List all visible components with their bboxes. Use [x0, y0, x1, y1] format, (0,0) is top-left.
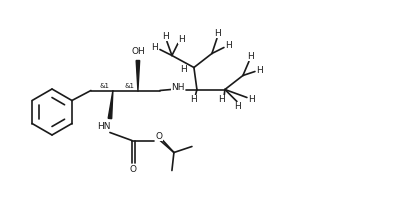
Text: O: O [155, 132, 162, 141]
Text: H: H [152, 43, 158, 52]
Text: OH: OH [131, 47, 145, 56]
Text: H: H [163, 32, 169, 41]
Text: H: H [178, 35, 185, 44]
Text: HN: HN [97, 122, 111, 131]
Text: &1: &1 [125, 82, 135, 88]
Text: H: H [226, 41, 232, 50]
Text: H: H [180, 65, 187, 74]
Text: H: H [257, 66, 263, 75]
Text: H: H [248, 52, 254, 61]
Text: H: H [219, 95, 225, 104]
Polygon shape [136, 60, 140, 91]
Text: NH: NH [171, 83, 185, 92]
Text: H: H [191, 95, 197, 104]
Text: H: H [235, 102, 241, 111]
Text: H: H [248, 95, 255, 104]
Polygon shape [108, 91, 113, 119]
Text: O: O [129, 165, 136, 174]
Text: &1: &1 [100, 82, 110, 88]
Text: H: H [215, 29, 221, 38]
